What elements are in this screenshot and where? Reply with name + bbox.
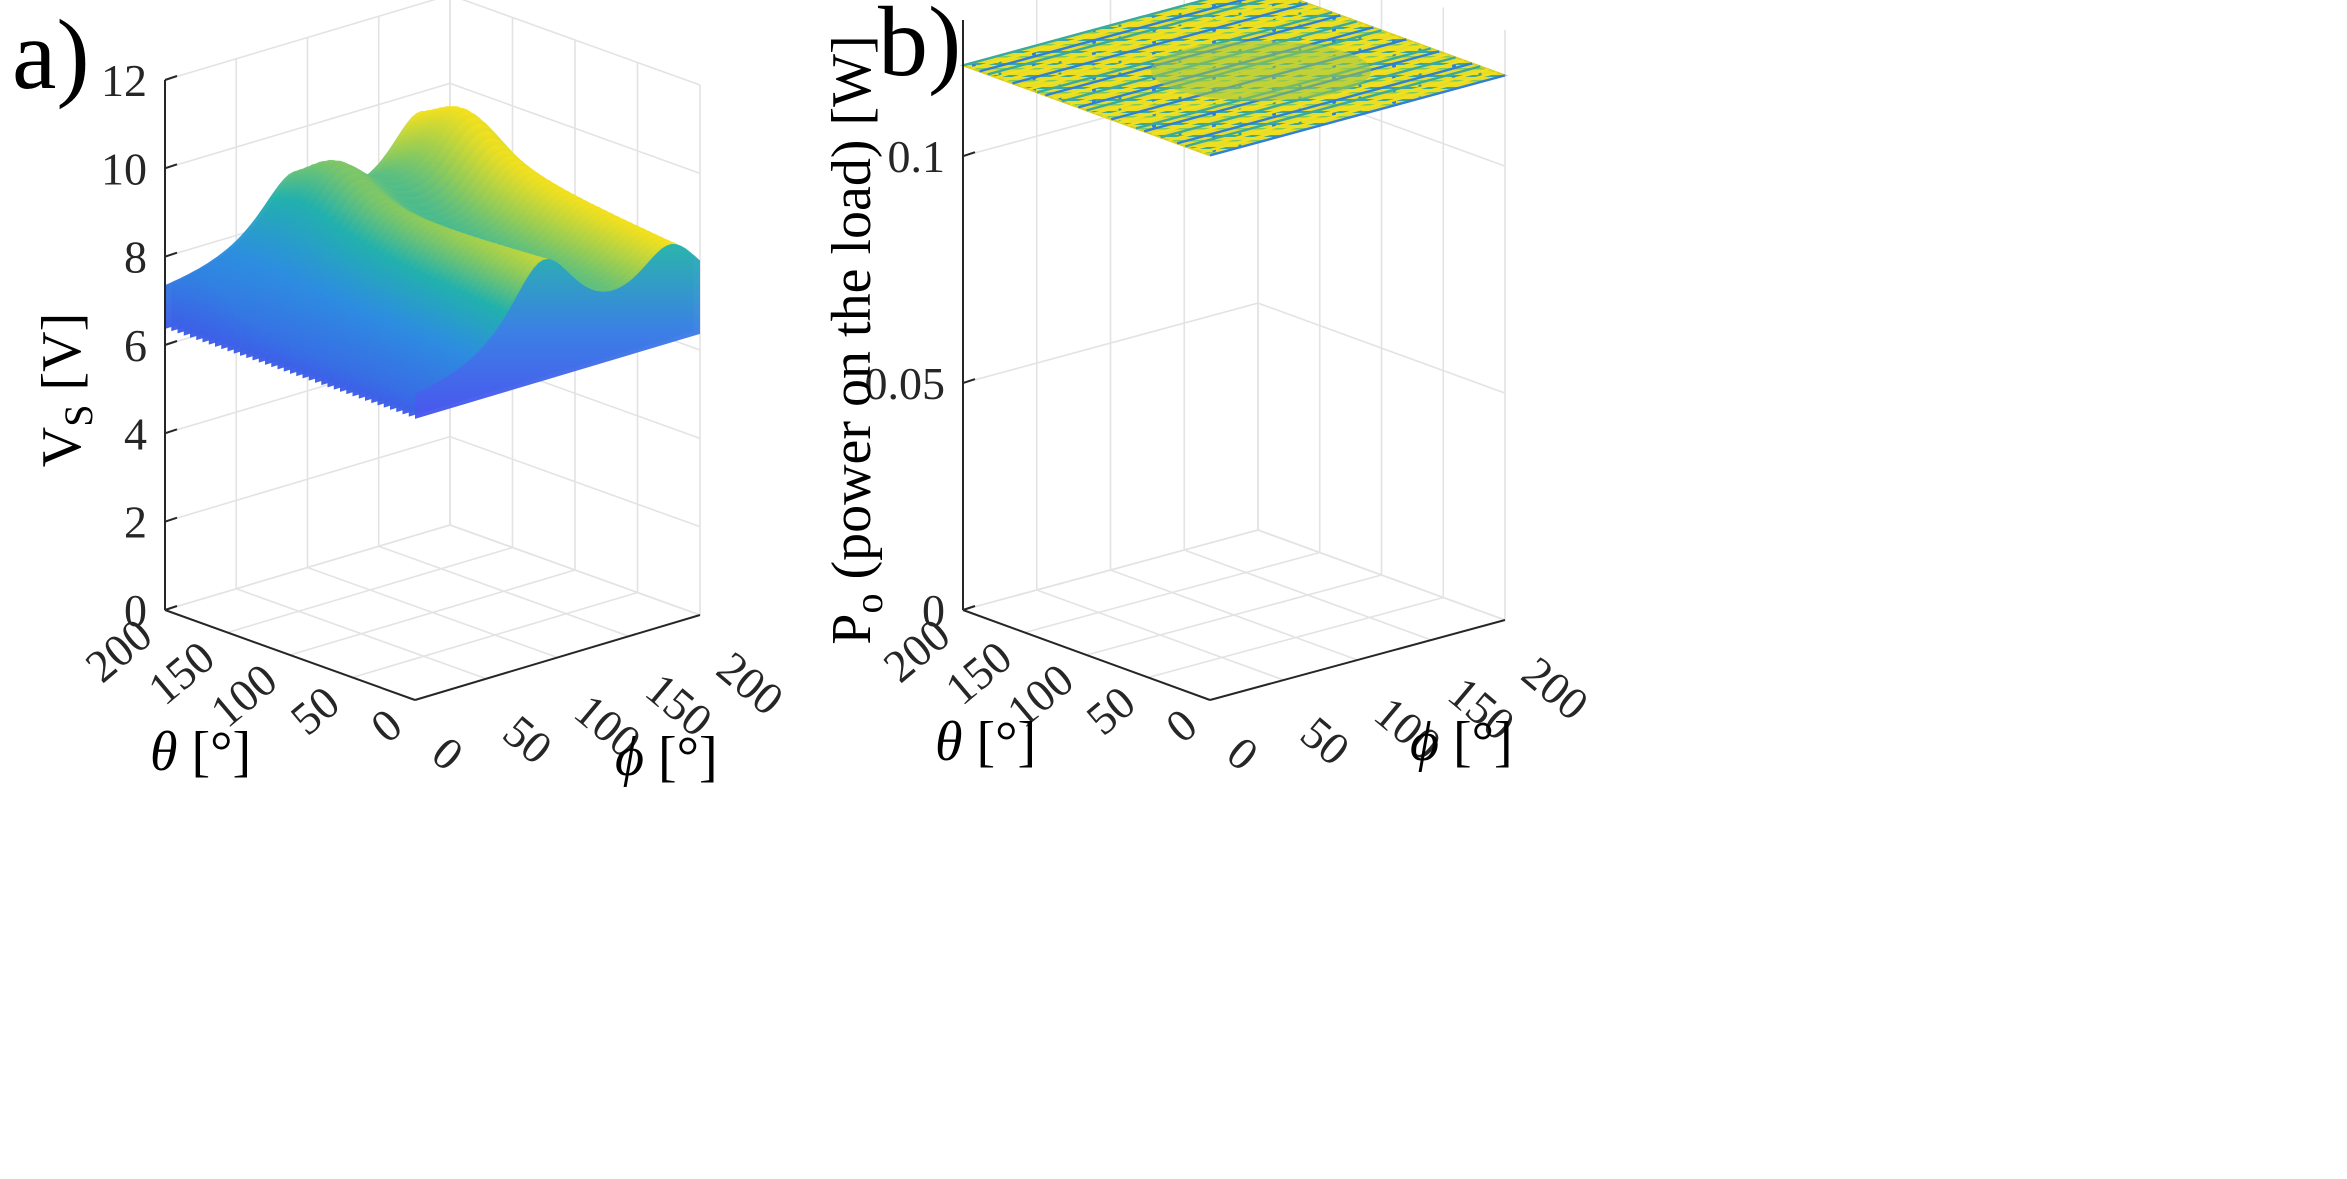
z-tick-label: 2	[124, 497, 147, 548]
z-gridline	[164, 524, 701, 616]
theta-tick-label: 50	[1077, 676, 1145, 745]
panel-a-surface	[165, 106, 700, 419]
floor-gridline	[1183, 549, 1432, 641]
surface-streak	[1176, 62, 1473, 145]
z-tick-label: 12	[101, 55, 147, 106]
surface-streak	[1003, 0, 1300, 82]
surface-streak	[962, 0, 1209, 67]
z-tick	[962, 605, 976, 611]
surface-streak	[1168, 59, 1465, 142]
theta-tick-label: 0	[1156, 699, 1206, 753]
z-tick	[962, 378, 976, 385]
surface-streak	[1012, 2, 1308, 85]
surface-streak	[970, 0, 1228, 70]
floor-gridline	[227, 546, 513, 634]
z-tick	[164, 605, 178, 611]
theta-axis-line	[962, 609, 1211, 701]
z-tick	[962, 151, 976, 158]
phi-tick-label: 50	[494, 705, 562, 774]
surface-slice	[415, 244, 700, 419]
surface-streak	[995, 0, 1286, 79]
surface-center-pattern	[1151, 40, 1372, 101]
z-tick	[164, 516, 178, 523]
z-tick-label: 0	[922, 585, 945, 636]
surface-streak	[987, 0, 1267, 76]
z-tick-label: 0.05	[865, 358, 946, 409]
z-tick-label: 8	[124, 232, 147, 283]
phi-tick-label: 200	[1513, 647, 1599, 730]
z-tick-label: 0.1	[888, 131, 946, 182]
phi-tick-label: 50	[1291, 707, 1359, 776]
floor-gridline	[378, 545, 630, 638]
z-tick	[164, 251, 178, 258]
phi-tick-label: 0	[423, 727, 473, 781]
z-tick	[164, 428, 178, 435]
z-tick-label: 6	[124, 320, 147, 371]
z-tick	[164, 163, 178, 170]
z-gridline	[164, 435, 701, 528]
surface-streak	[1193, 68, 1489, 151]
surface-streak	[1209, 74, 1506, 157]
floor-gridline	[307, 566, 558, 659]
phi-tick-label: 0	[1218, 727, 1268, 781]
theta-tick-label: 50	[281, 676, 349, 745]
surface-streak	[1020, 5, 1316, 88]
panel-a-theta-label: θ [°]	[150, 721, 251, 783]
panel-a-zlabel: VS [V]	[31, 313, 101, 467]
theta-tick-label: 0	[361, 699, 411, 753]
surface-streak	[1201, 71, 1498, 154]
z-tick-label: 10	[101, 143, 147, 194]
z-tick-label: 4	[124, 408, 147, 459]
surface-streak	[1028, 8, 1325, 91]
z-tick-label: 0	[124, 585, 147, 636]
z-tick	[164, 75, 178, 81]
z-gridline	[962, 302, 1506, 394]
z-gridline	[962, 529, 1506, 621]
panel-a-label: a)	[12, 0, 90, 110]
surface-streak	[1184, 65, 1481, 148]
phi-axis-line	[414, 614, 701, 701]
panel-a-phi-label: ϕ [°]	[615, 726, 718, 788]
floor-gridline	[1024, 551, 1320, 634]
panel-b-surface	[959, 0, 1509, 157]
z-gridline	[164, 0, 701, 86]
theta-axis-line	[164, 609, 416, 701]
phi-axis-line	[1209, 619, 1506, 701]
z-gridline	[164, 82, 701, 175]
phi-tick-label: 200	[708, 642, 794, 725]
z-tick	[164, 340, 178, 346]
panel-b-zlabel: Po (power on the load) [W]	[821, 35, 891, 644]
panel-b-label: b)	[878, 0, 961, 97]
panel-b-phi-label: ϕ [°]	[1410, 711, 1513, 773]
floor-gridline	[1110, 569, 1358, 661]
panel-b-theta-label: θ [°]	[935, 711, 1036, 773]
surface-streak	[979, 0, 1248, 73]
